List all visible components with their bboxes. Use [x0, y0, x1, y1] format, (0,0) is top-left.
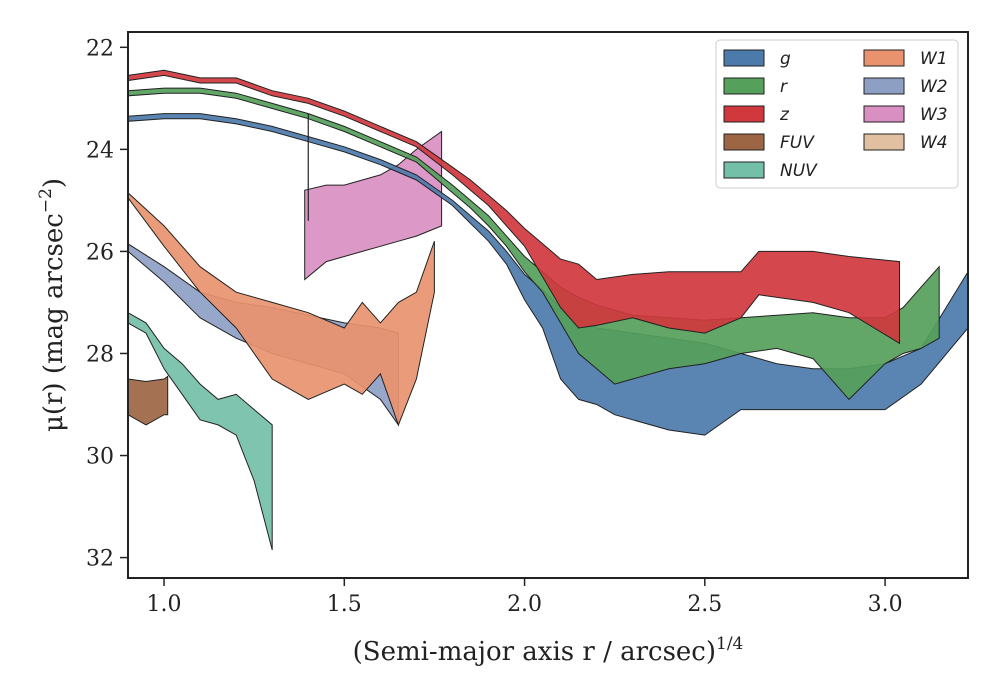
band-z — [127, 69, 900, 345]
y-tick-label: 22 — [86, 36, 114, 61]
y-axis-label-main: μ(r) (mag arcsec — [39, 213, 69, 432]
legend-swatch-w2 — [863, 77, 905, 95]
legend-swatch-g — [723, 49, 765, 67]
legend-box — [715, 39, 959, 189]
y-axis-label: μ(r) (mag arcsec−2) — [36, 178, 69, 432]
y-tick-label: 26 — [86, 240, 114, 265]
legend-label-w2: W2 — [920, 77, 948, 97]
legend-swatch-r — [723, 77, 765, 95]
x-tick-label: 1.5 — [327, 592, 362, 617]
legend-label-g: g — [780, 49, 791, 69]
x-axis-ticks: 1.0 1.5 2.0 2.5 3.0 — [147, 578, 903, 617]
legend: grz FUV NUV W1 W2 W3 W4 — [715, 39, 959, 189]
legend-label-w4: W4 — [920, 133, 948, 153]
y-tick-label: 30 — [86, 445, 114, 470]
y-tick-label: 28 — [86, 342, 114, 367]
band-nuv — [127, 311, 273, 551]
legend-label-z: z — [779, 105, 790, 125]
x-tick-label: 2.0 — [507, 592, 542, 617]
x-tick-label: 2.5 — [687, 592, 722, 617]
x-tick-label: 3.0 — [868, 592, 903, 617]
y-tick-label: 24 — [86, 138, 114, 163]
band-w1 — [127, 191, 435, 427]
band-layer — [127, 69, 969, 551]
legend-swatch-w4 — [863, 133, 905, 151]
y-axis-label-tail: ) — [39, 178, 69, 188]
legend-label-w1: W1 — [920, 49, 948, 69]
legend-label-fuv: FUV — [780, 133, 815, 153]
band-fuv — [127, 375, 169, 426]
legend-label-r: r — [780, 77, 788, 97]
x-axis-label-exponent: 1/4 — [716, 634, 743, 654]
legend-label-w3: W3 — [920, 105, 948, 125]
legend-swatch-w1 — [863, 49, 905, 67]
x-axis-label-main: (Semi-major axis r / arcsec) — [353, 637, 716, 667]
y-axis-ticks: 22 24 26 28 30 32 — [86, 36, 128, 572]
y-tick-label: 32 — [86, 547, 114, 572]
legend-swatch-w3 — [863, 105, 905, 123]
legend-swatch-fuv — [723, 133, 765, 151]
plot-frame — [127, 31, 969, 579]
band-w3 — [304, 130, 443, 281]
legend-swatch-nuv — [723, 161, 765, 179]
band-r — [127, 87, 940, 401]
x-tick-label: 1.0 — [147, 592, 182, 617]
legend-label-nuv: NUV — [780, 161, 818, 181]
y-axis-label-exponent: −2 — [36, 188, 56, 213]
legend-swatch-z — [723, 105, 765, 123]
x-axis-label: (Semi-major axis r / arcsec)1/4 — [353, 634, 744, 667]
